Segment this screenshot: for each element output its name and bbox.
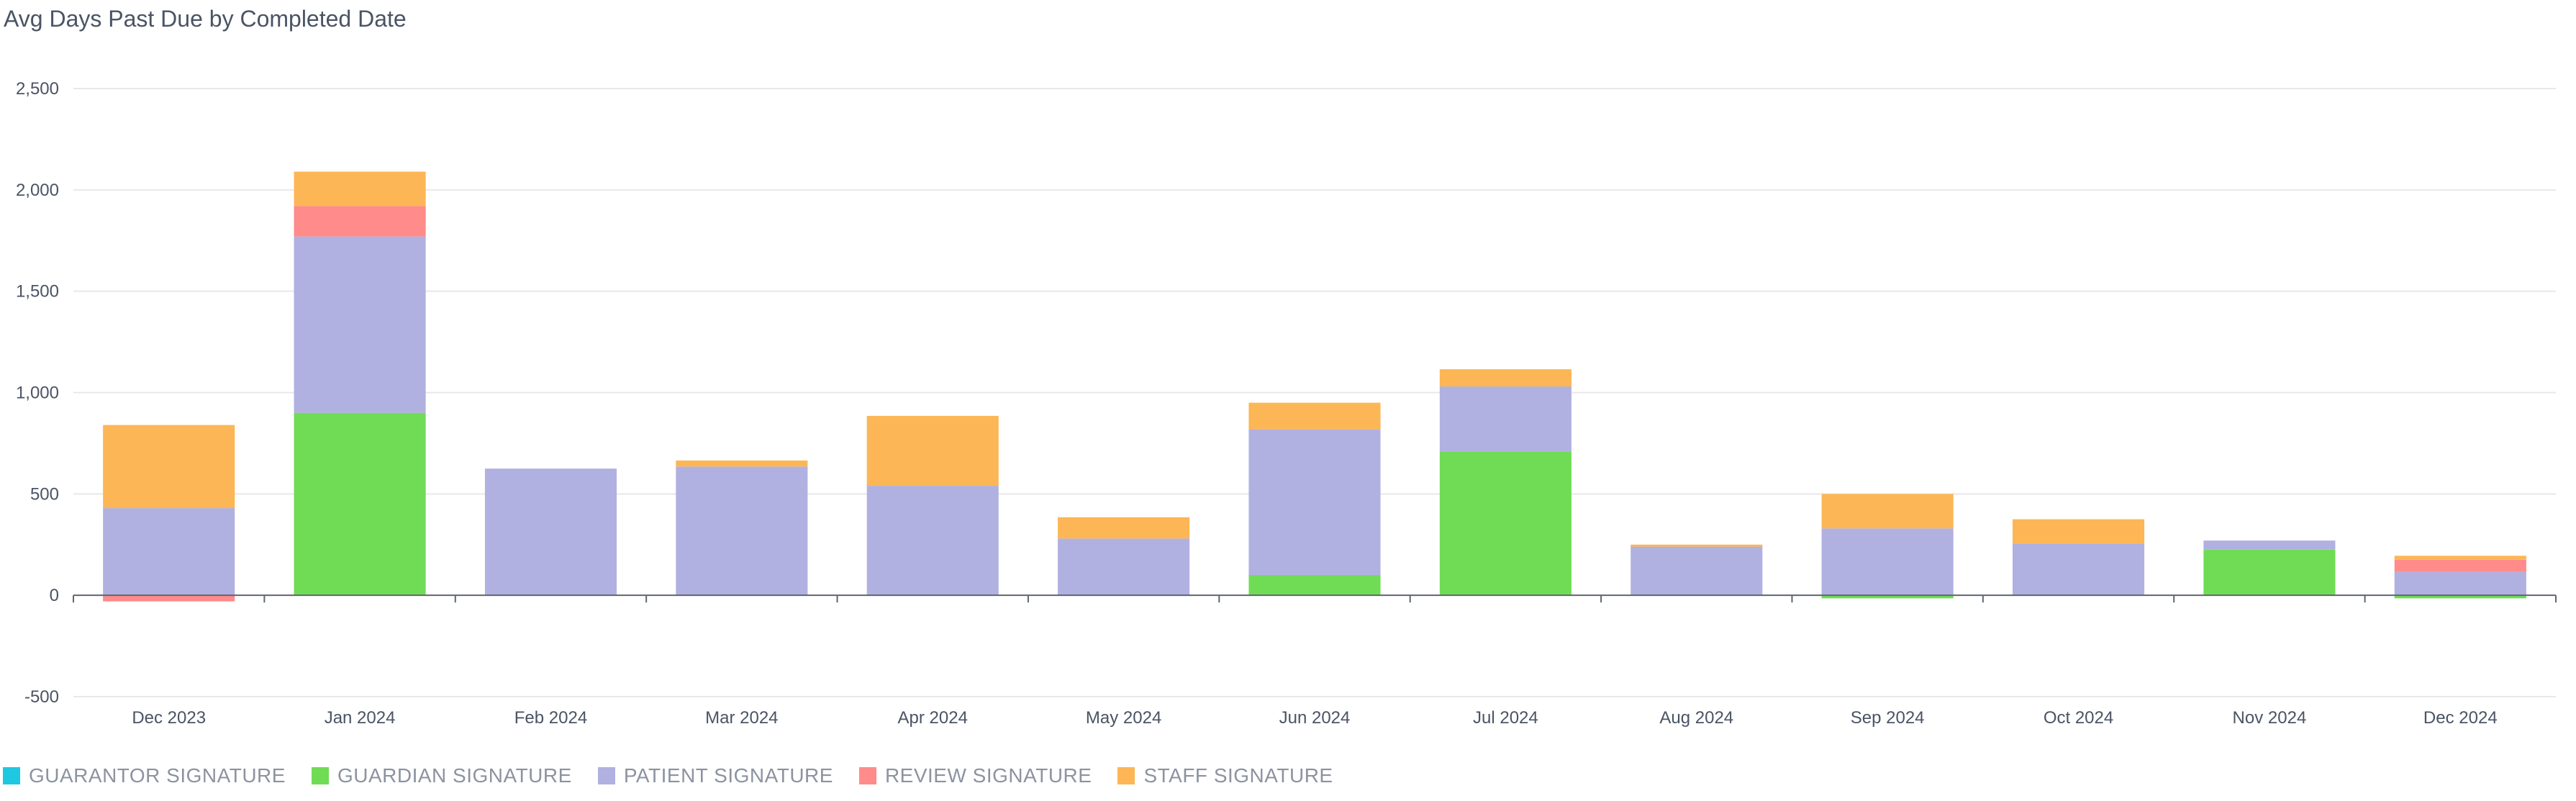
bar-segment — [103, 595, 235, 602]
y-tick-label: 0 — [50, 586, 59, 605]
y-tick-label: 1,000 — [16, 384, 59, 403]
bar-segment — [2394, 595, 2526, 599]
bar-segment — [484, 469, 617, 596]
y-tick-label: 2,000 — [16, 181, 59, 200]
bar-segment — [866, 486, 999, 596]
x-tick-label: Sep 2024 — [1851, 708, 1925, 728]
bar-segment — [1439, 386, 1572, 452]
x-tick-label: Jan 2024 — [325, 708, 396, 728]
x-tick-label: Dec 2024 — [2423, 708, 2498, 728]
bar-segment — [294, 171, 426, 207]
legend-item[interactable]: STAFF SIGNATURE — [1117, 764, 1333, 787]
bar-segment — [2394, 556, 2526, 560]
bar-segment — [2394, 571, 2526, 596]
legend-label: STAFF SIGNATURE — [1143, 764, 1333, 787]
x-tick-label: Oct 2024 — [2044, 708, 2113, 728]
legend-swatch — [3, 767, 20, 784]
bar-chart: -500 0 500 1,000 1,500 2,000 2,500 Dec 2023 Jan … — [16, 79, 2557, 728]
x-tick-label: Dec 2023 — [132, 708, 206, 728]
bar-segment — [103, 425, 235, 509]
legend-item[interactable]: GUARANTOR SIGNATURE — [3, 764, 286, 787]
legend-item[interactable]: PATIENT SIGNATURE — [597, 764, 833, 787]
legend-swatch — [311, 767, 329, 784]
bar-segment — [2203, 540, 2336, 550]
bar-segment — [294, 236, 426, 413]
legend-label: PATIENT SIGNATURE — [623, 764, 833, 787]
y-tick-label: 1,500 — [16, 282, 59, 302]
chart-title: Avg Days Past Due by Completed Date — [4, 6, 407, 32]
legend-swatch — [1117, 767, 1135, 784]
x-tick-label: Mar 2024 — [705, 708, 778, 728]
x-tick-label: Nov 2024 — [2233, 708, 2307, 728]
bar-segment — [294, 412, 426, 596]
bar-segment — [1439, 451, 1572, 596]
bar-segment — [1631, 544, 1763, 547]
legend-item[interactable]: REVIEW SIGNATURE — [858, 764, 1092, 787]
x-tick-label: Jul 2024 — [1473, 708, 1538, 728]
y-tick-label: -500 — [24, 687, 59, 707]
bar-segment — [676, 466, 808, 596]
bar-segment — [2394, 559, 2526, 572]
x-tick-label: Jun 2024 — [1279, 708, 1351, 728]
x-tick-label: May 2024 — [1086, 708, 1161, 728]
bar-segment — [2203, 549, 2336, 596]
chart-legend: GUARANTOR SIGNATURE GUARDIAN SIGNATURE PAT… — [3, 764, 1359, 787]
legend-label: GUARANTOR SIGNATURE — [29, 764, 286, 787]
legend-swatch — [597, 767, 615, 784]
x-tick-label: Apr 2024 — [898, 708, 968, 728]
legend-label: REVIEW SIGNATURE — [884, 764, 1092, 787]
bar-segment — [1821, 494, 1954, 529]
bar-segment — [1248, 429, 1381, 575]
bar-segment — [2012, 519, 2145, 544]
bar-segment — [676, 460, 808, 467]
bar-segment — [1058, 517, 1190, 539]
bar-segment — [1248, 575, 1381, 596]
bar-segment — [1631, 546, 1763, 596]
x-tick-label: Feb 2024 — [514, 708, 587, 728]
bar-segment — [103, 508, 235, 596]
bar-segment — [1058, 538, 1190, 596]
legend-swatch — [858, 767, 876, 784]
legend-item[interactable]: GUARDIAN SIGNATURE — [311, 764, 572, 787]
bar-segment — [1821, 595, 1954, 599]
bar-segment — [866, 415, 999, 487]
bar-segment — [1248, 402, 1381, 430]
bar-segment — [1821, 528, 1954, 596]
y-tick-label: 2,500 — [16, 79, 59, 99]
legend-label: GUARDIAN SIGNATURE — [337, 764, 572, 787]
y-tick-label: 500 — [30, 484, 59, 504]
bar-segment — [294, 206, 426, 237]
bar-segment — [1439, 369, 1572, 387]
x-tick-label: Aug 2024 — [1659, 708, 1733, 728]
bar-segment — [2012, 543, 2145, 596]
